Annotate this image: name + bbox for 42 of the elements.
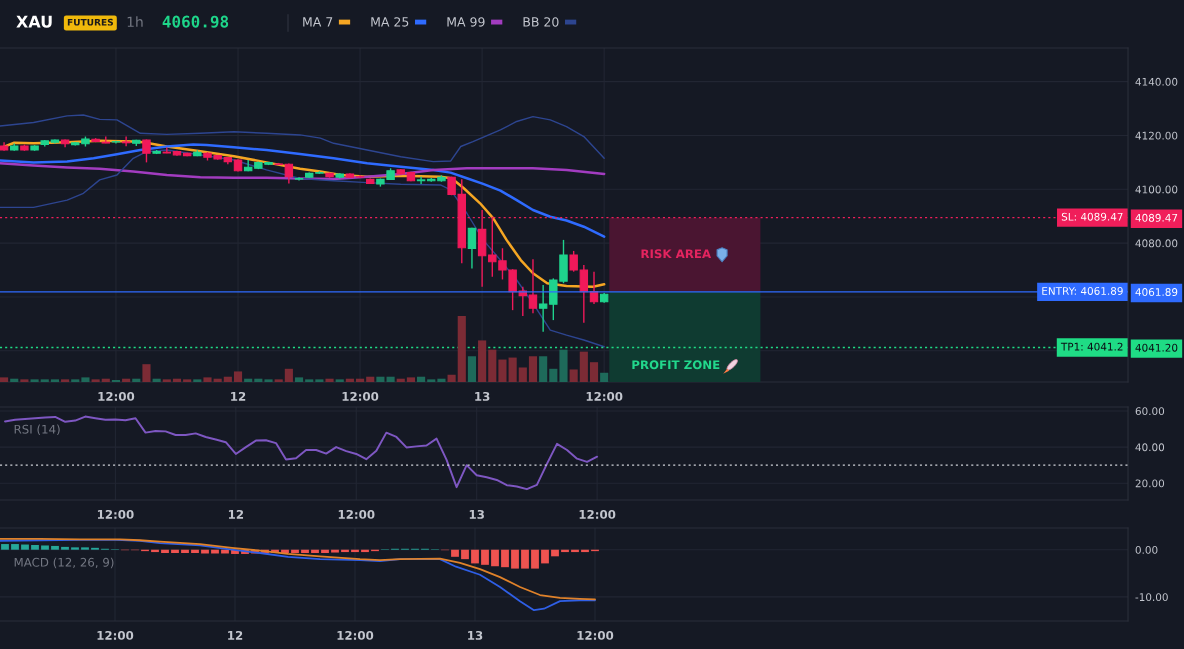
legend-label: BB 20 <box>523 17 559 27</box>
x-tick-label: 13 <box>469 509 484 519</box>
ref-line-label: TP1: 4041.2 <box>1060 342 1123 351</box>
y-tick-label: 4041.20 <box>1135 343 1178 352</box>
x-tick-label: 12:00 <box>97 630 134 640</box>
x-tick-label: 12:00 <box>338 509 375 519</box>
y-tick-label: 0.00 <box>1135 545 1158 554</box>
x-tick-label: 12 <box>228 630 243 640</box>
y-tick-label: 4120.00 <box>1135 131 1178 140</box>
annotation: MACD (12, 26, 9) <box>14 557 114 569</box>
y-tick-label: 20.00 <box>1135 479 1165 488</box>
y-tick-label: 4140.00 <box>1135 77 1178 86</box>
x-tick-label: 12:00 <box>98 391 135 401</box>
y-tick-label: -10.00 <box>1135 593 1168 602</box>
x-tick-label: 12:00 <box>97 509 134 519</box>
text: 1h <box>127 16 143 27</box>
x-tick-label: 12 <box>228 509 244 519</box>
chart-title: XAU <box>16 15 52 28</box>
legend-label: MA 7 <box>303 17 333 27</box>
band-label: PROFIT ZONE <box>632 360 720 370</box>
x-tick-label: 12:00 <box>579 509 616 519</box>
x-tick-label: 12:00 <box>586 391 623 401</box>
x-tick-label: 12:00 <box>337 630 374 640</box>
band-label: RISK AREA <box>641 249 712 259</box>
y-tick-label: 4100.00 <box>1135 185 1178 194</box>
text: 4060.98 <box>162 15 229 28</box>
y-tick-label: 4080.00 <box>1135 239 1178 248</box>
y-tick-label: 60.00 <box>1135 407 1165 416</box>
y-tick-label: 4061.89 <box>1135 288 1178 296</box>
text: FUTURES <box>67 18 113 26</box>
legend-label: MA 99 <box>447 17 485 27</box>
x-tick-label: 12 <box>231 391 246 401</box>
y-tick-label: 4089.47 <box>1135 213 1178 222</box>
x-tick-label: 12:00 <box>577 630 614 640</box>
y-tick-label: 40.00 <box>1135 443 1165 452</box>
ref-line-label: SL: 4089.47 <box>1061 212 1123 221</box>
annotation: RSI (14) <box>14 424 60 436</box>
x-tick-label: 13 <box>468 630 483 640</box>
legend-label: MA 25 <box>371 17 409 27</box>
ref-line-label: ENTRY: 4061.89 <box>1042 287 1123 295</box>
x-tick-label: 12:00 <box>342 391 379 401</box>
x-tick-label: 13 <box>475 391 490 401</box>
